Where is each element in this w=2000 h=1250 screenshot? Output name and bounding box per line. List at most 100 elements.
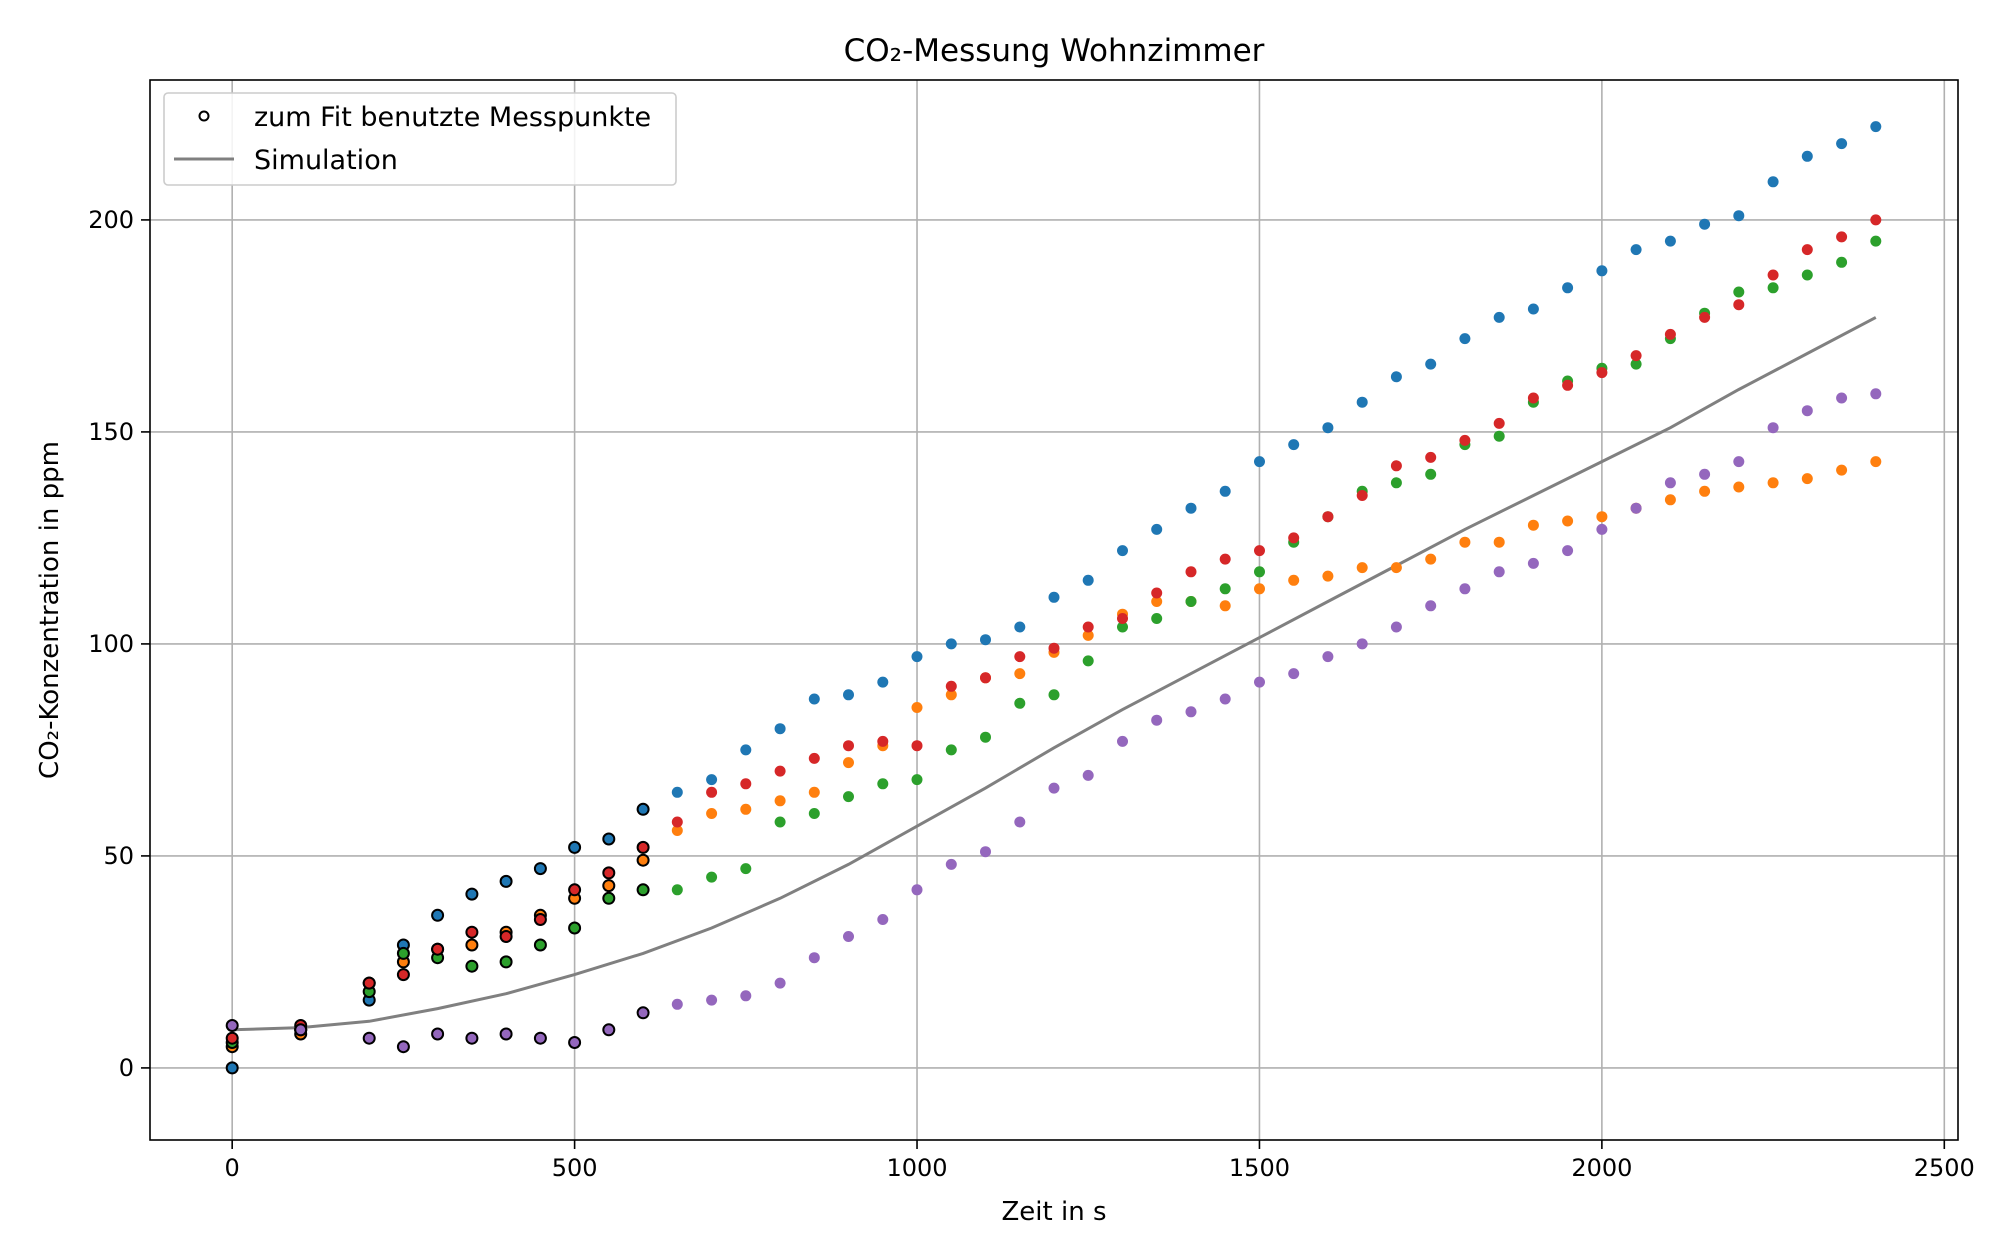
data-point <box>1356 490 1368 501</box>
fit-data-point <box>636 853 650 867</box>
data-point <box>1801 150 1813 162</box>
fit-data-point <box>465 925 479 939</box>
data-point <box>1562 545 1574 557</box>
data-point <box>1459 536 1471 548</box>
data-point <box>1254 583 1265 595</box>
fit-data-point <box>533 913 547 926</box>
data-point <box>671 998 683 1010</box>
fit-data-point <box>602 832 616 846</box>
fit-data-point <box>225 1031 239 1045</box>
data-point <box>877 676 889 688</box>
data-points <box>225 121 1882 1075</box>
data-point <box>1493 417 1505 429</box>
data-point <box>1630 502 1642 514</box>
data-point <box>1288 439 1300 451</box>
data-point <box>808 786 820 798</box>
data-point <box>1048 591 1060 603</box>
data-point <box>945 680 957 692</box>
data-point <box>1288 574 1300 586</box>
fit-data-point <box>431 942 445 956</box>
data-point <box>774 816 786 828</box>
x-tick-label: 1000 <box>886 1154 947 1182</box>
data-point <box>1699 218 1711 230</box>
data-point <box>877 735 889 747</box>
fit-data-point <box>602 866 616 880</box>
data-point <box>1390 371 1402 383</box>
data-point <box>1014 668 1026 680</box>
data-point <box>1048 689 1060 701</box>
x-tick-label: 0 <box>225 1154 240 1182</box>
fit-data-point <box>362 1031 376 1045</box>
data-point <box>1390 477 1402 489</box>
data-point <box>945 638 957 650</box>
data-point <box>911 702 923 713</box>
data-point <box>1459 583 1471 595</box>
data-point <box>1767 422 1779 434</box>
data-point <box>1254 545 1265 557</box>
data-point <box>911 651 923 663</box>
legend-label-fit-points: zum Fit benutzte Messpunkte <box>254 102 651 133</box>
data-point <box>808 952 820 964</box>
data-point <box>1767 269 1779 281</box>
x-tick-label: 2000 <box>1571 1154 1632 1182</box>
data-point <box>808 693 820 705</box>
data-point <box>1836 138 1848 150</box>
data-point <box>740 803 752 815</box>
data-point <box>980 634 991 646</box>
data-point <box>1425 600 1437 612</box>
data-point <box>1664 328 1676 340</box>
fit-data-point <box>636 802 650 816</box>
data-point <box>1664 235 1676 247</box>
data-point <box>1048 642 1060 654</box>
data-point <box>1082 629 1094 641</box>
data-point <box>1836 392 1848 404</box>
data-point <box>1185 566 1197 578</box>
y-tick-label: 50 <box>103 842 134 870</box>
data-point <box>1733 456 1745 468</box>
fit-data-point <box>465 1031 479 1045</box>
data-point <box>774 765 786 777</box>
legend-box <box>163 92 677 186</box>
data-point <box>945 744 957 756</box>
data-point <box>706 786 718 798</box>
fit-data-point <box>499 930 513 943</box>
data-point <box>1254 456 1265 468</box>
data-point <box>1801 473 1813 485</box>
data-point <box>1801 244 1813 256</box>
data-point <box>843 931 854 942</box>
legend: zum Fit benutzte Messpunkte Simulation <box>163 92 677 186</box>
data-point <box>1630 350 1642 362</box>
data-point <box>1082 621 1094 633</box>
data-point <box>1151 596 1163 607</box>
data-point <box>1459 434 1471 446</box>
data-point <box>1117 613 1128 624</box>
data-point <box>1117 545 1128 557</box>
data-point <box>1596 511 1608 523</box>
data-point <box>1836 464 1848 476</box>
data-point <box>774 795 786 807</box>
data-point <box>1562 282 1574 294</box>
fit-data-point <box>431 908 445 922</box>
fit-data-point <box>533 862 547 876</box>
fit-data-point <box>465 938 479 952</box>
data-point <box>1219 693 1231 705</box>
data-point <box>740 744 752 756</box>
data-point <box>1425 358 1437 370</box>
data-point <box>1151 587 1163 599</box>
fit-data-point <box>396 946 410 960</box>
data-point <box>877 914 889 925</box>
data-point <box>1219 583 1231 595</box>
data-point <box>877 778 889 790</box>
data-point <box>1870 121 1882 133</box>
data-point <box>740 863 752 875</box>
data-point <box>1699 311 1711 323</box>
data-point <box>671 786 683 798</box>
data-point <box>1459 333 1471 345</box>
simulation-line <box>232 316 1877 1032</box>
data-point <box>1390 621 1402 633</box>
data-point <box>1493 566 1505 578</box>
y-axis-label: CO₂-Konzentration in ppm <box>35 441 65 779</box>
data-point <box>1836 256 1848 268</box>
data-point <box>1733 481 1745 493</box>
